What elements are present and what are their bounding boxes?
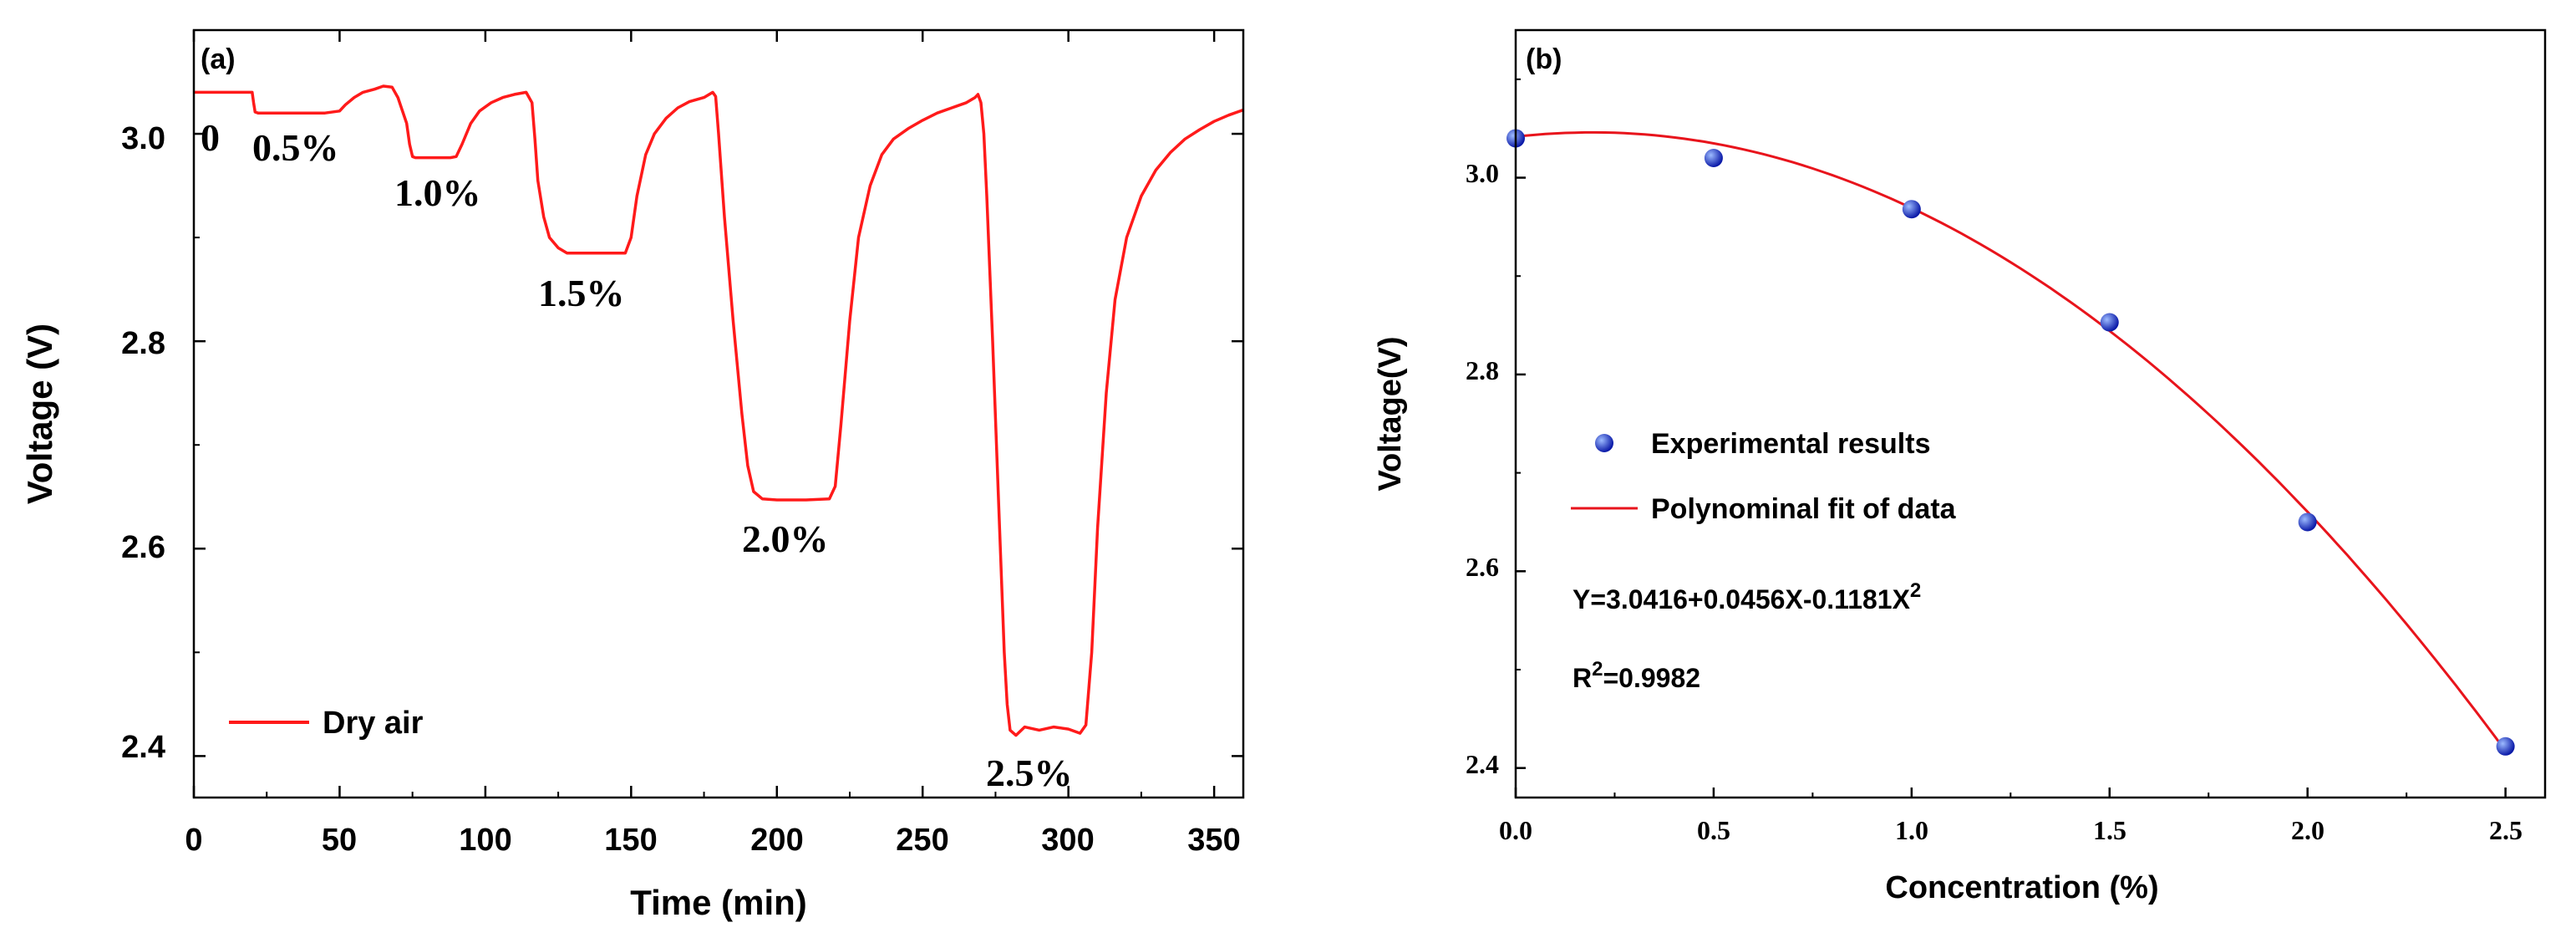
a-annotation-2.0: 2.0%: [742, 517, 829, 560]
b-xtick-label: 0.0: [1499, 815, 1532, 845]
a-annotation-1.5: 1.5%: [538, 272, 625, 314]
panel-b-label: (b): [1526, 43, 1562, 75]
b-r-squared-value: =0.9982: [1603, 663, 1700, 693]
a-xtick-label: 150: [604, 823, 657, 858]
a-y-axis-title: Voltage (V): [20, 324, 59, 504]
b-xtick-label: 0.5: [1697, 815, 1730, 845]
a-xtick-label: 300: [1041, 823, 1094, 858]
b-legend-marker: [1595, 434, 1613, 452]
b-data-point: [2100, 313, 2119, 332]
panel-b: (b) 0.0 0.5 1.0 1.5 2.0 2.5 2.4 2.6 2.8 …: [1373, 28, 2547, 905]
panel-a-ticks: [192, 30, 1243, 798]
a-series-dry-air-line: [194, 84, 1244, 737]
a-annotation-0.5: 0.5%: [252, 126, 339, 169]
panel-a-data-layer: [194, 84, 1244, 737]
b-fit-equation-base: Y=3.0416+0.0456X-0.1181X: [1573, 584, 1911, 614]
a-x-axis-title: Time (min): [630, 883, 807, 922]
b-ytick-label: 2.6: [1466, 552, 1499, 582]
panel-a: (a) 0 50 100 150 200 250 300 350 2.4 2.6…: [20, 28, 1245, 922]
b-ytick-label: 2.4: [1466, 749, 1499, 779]
a-ytick-label: 2.8: [121, 326, 165, 361]
b-x-axis-title: Concentration (%): [1885, 870, 2158, 905]
a-ytick-label: 3.0: [121, 121, 165, 156]
b-r-squared: R2=0.9982: [1573, 658, 1700, 693]
b-fit-line: [1515, 130, 2507, 752]
b-xtick-label: 2.5: [2489, 815, 2523, 845]
b-data-point: [2496, 737, 2515, 756]
a-annotation-2.5: 2.5%: [986, 752, 1073, 794]
b-r-squared-sup: 2: [1592, 658, 1603, 680]
b-data-point: [2298, 512, 2317, 532]
b-fit-equation: Y=3.0416+0.0456X-0.1181X2: [1573, 579, 1921, 614]
a-xtick-label: 0: [185, 823, 202, 858]
b-ytick-label: 2.8: [1466, 355, 1499, 385]
a-xtick-label: 50: [322, 823, 357, 858]
b-legend-points-label: Experimental results: [1651, 428, 1930, 460]
b-xtick-label: 1.5: [2093, 815, 2126, 845]
panel-a-label: (a): [201, 43, 236, 75]
b-data-point: [1902, 200, 1921, 219]
b-xtick-label: 1.0: [1895, 815, 1928, 845]
a-xtick-label: 200: [750, 823, 803, 858]
a-xtick-label: 350: [1187, 823, 1240, 858]
b-legend-line-label: Polynominal fit of data: [1651, 493, 1957, 525]
a-ytick-label: 2.4: [121, 730, 165, 765]
b-xtick-label: 2.0: [2291, 815, 2324, 845]
b-data-point: [1704, 149, 1723, 167]
b-fit-equation-sup: 2: [1910, 579, 1921, 602]
b-r-squared-prefix: R: [1573, 663, 1592, 693]
panel-a-plot-frame: [192, 28, 1245, 799]
panel-b-ticks: [1514, 78, 2507, 798]
b-ytick-label: 3.0: [1466, 158, 1499, 188]
a-xtick-label: 100: [459, 823, 511, 858]
panel-b-data-layer: [1506, 129, 2515, 756]
panel-b-plot-frame: [1514, 28, 2547, 799]
b-y-axis-title: Voltage(V): [1373, 336, 1408, 491]
a-annotation-1.0: 1.0%: [394, 171, 481, 214]
a-xtick-label: 250: [896, 823, 948, 858]
a-ytick-label: 2.6: [121, 530, 165, 565]
a-annotation-0: 0: [201, 116, 220, 159]
a-legend-label: Dry air: [323, 706, 424, 741]
